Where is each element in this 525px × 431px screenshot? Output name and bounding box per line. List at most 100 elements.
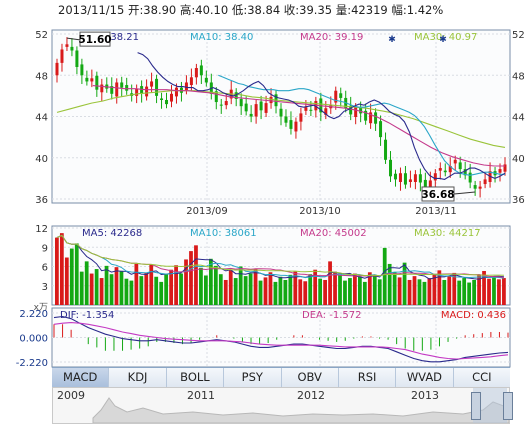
candle-body xyxy=(155,78,159,96)
volume-bar xyxy=(487,278,491,305)
volume-bar xyxy=(377,279,382,305)
navigator-year-2012: 2012 xyxy=(297,389,325,402)
candle-body xyxy=(214,91,218,103)
volume-bar xyxy=(139,276,144,305)
candle-body xyxy=(438,168,442,171)
tab-cci[interactable]: CCI xyxy=(453,368,510,387)
candle-body xyxy=(369,112,373,124)
volume-bar xyxy=(273,281,278,305)
volume-bar xyxy=(278,276,283,305)
volume-bar xyxy=(372,274,377,305)
volume-bar xyxy=(283,279,288,305)
navigator-year-2013: 2013 xyxy=(411,389,439,402)
tab-rsi[interactable]: RSI xyxy=(338,368,397,387)
candle-body xyxy=(279,108,283,117)
volume-bar xyxy=(392,272,397,305)
volume-bar xyxy=(213,265,218,305)
time-navigator[interactable]: 2009 2011 2012 2013 xyxy=(52,387,513,424)
volume-bar xyxy=(84,261,89,305)
candle-body xyxy=(55,62,59,76)
volume-bar xyxy=(328,261,332,305)
candle-body xyxy=(503,164,507,172)
candle-body xyxy=(379,121,383,138)
date-axis-label: 2013/11 xyxy=(415,206,457,217)
candle-body xyxy=(199,65,203,76)
candle-body xyxy=(264,103,268,113)
date-axis-label: 2013/10 xyxy=(299,206,341,217)
candle-body xyxy=(169,93,173,102)
volume-bar xyxy=(223,279,228,305)
macd-axis-label: 0.000 xyxy=(19,334,48,345)
volume-ma5-line xyxy=(56,234,504,280)
volume-bar xyxy=(238,266,243,305)
candle-body xyxy=(498,169,502,173)
candle-body xyxy=(85,77,89,82)
volume-bar xyxy=(129,280,134,305)
tab-macd[interactable]: MACD xyxy=(52,368,110,387)
price-axis-label-left: 40 xyxy=(35,154,48,165)
volume-bar xyxy=(248,273,253,305)
volume-bar xyxy=(333,271,337,305)
volume-bar xyxy=(74,243,79,305)
volume-bar xyxy=(293,271,298,305)
tab-wvad[interactable]: WVAD xyxy=(396,368,454,387)
volume-bar xyxy=(432,274,437,305)
macd-legend-dif: DIF: -1.354 xyxy=(60,310,114,321)
candle-body xyxy=(160,98,164,100)
candle-body xyxy=(165,100,169,105)
navigator-left-handle[interactable] xyxy=(471,392,481,420)
volume-ma30-line xyxy=(56,234,504,277)
volume-bar xyxy=(228,270,233,305)
volume-bar xyxy=(169,269,174,305)
price-legend-ma30: MA30: 40.97 xyxy=(414,32,477,43)
price-axis-label-right: 36 xyxy=(512,195,525,206)
candle-body xyxy=(140,86,144,94)
indicator-tabs: MACD KDJ BOLL PSY OBV RSI WVAD CCI xyxy=(52,367,510,387)
volume-bar xyxy=(144,272,149,305)
volume-bar xyxy=(109,274,114,305)
volume-bar xyxy=(194,245,198,305)
volume-bar xyxy=(442,279,447,305)
tab-boll[interactable]: BOLL xyxy=(166,368,225,387)
tab-psy[interactable]: PSY xyxy=(224,368,282,387)
candle-body xyxy=(269,96,273,104)
ma30-line xyxy=(56,90,506,148)
volume-ma10-line xyxy=(56,234,504,279)
tab-kdj[interactable]: KDJ xyxy=(109,368,167,387)
macd-axis-label: 2.220 xyxy=(19,309,48,320)
candle-body xyxy=(110,86,114,94)
volume-bar xyxy=(477,275,481,305)
candle-body xyxy=(483,179,487,185)
candle-body xyxy=(339,93,343,98)
volume-bar xyxy=(353,273,357,305)
volume-bar xyxy=(94,269,99,305)
volume-axis-label: 6 xyxy=(42,263,48,274)
candle-body xyxy=(309,109,313,111)
volume-bar xyxy=(134,263,139,305)
volume-bar xyxy=(159,281,164,305)
candle-body xyxy=(408,179,412,182)
tab-obv[interactable]: OBV xyxy=(281,368,339,387)
navigator-right-handle[interactable] xyxy=(503,392,513,420)
volume-bar xyxy=(243,276,248,305)
candle-body xyxy=(100,84,104,93)
candle-body xyxy=(125,85,129,91)
volume-bar xyxy=(184,259,188,305)
candle-body xyxy=(244,103,248,112)
candle-body xyxy=(448,166,452,173)
price-axis-label-left: 48 xyxy=(35,71,48,82)
volume-bar xyxy=(362,281,367,305)
volume-bar xyxy=(189,251,193,305)
volume-axis-label: 12 xyxy=(35,224,48,235)
volume-bar xyxy=(387,263,392,305)
candle-body xyxy=(443,170,447,173)
event-marker-icon: ✱ xyxy=(439,35,447,45)
volume-bar xyxy=(323,279,327,305)
volume-bar xyxy=(427,278,432,305)
volume-legend-ma10: MA10: 38061 xyxy=(190,228,257,239)
candle-body xyxy=(389,159,393,177)
volume-bar xyxy=(313,269,318,305)
candle-body xyxy=(95,75,99,90)
volume-bar xyxy=(79,271,84,305)
